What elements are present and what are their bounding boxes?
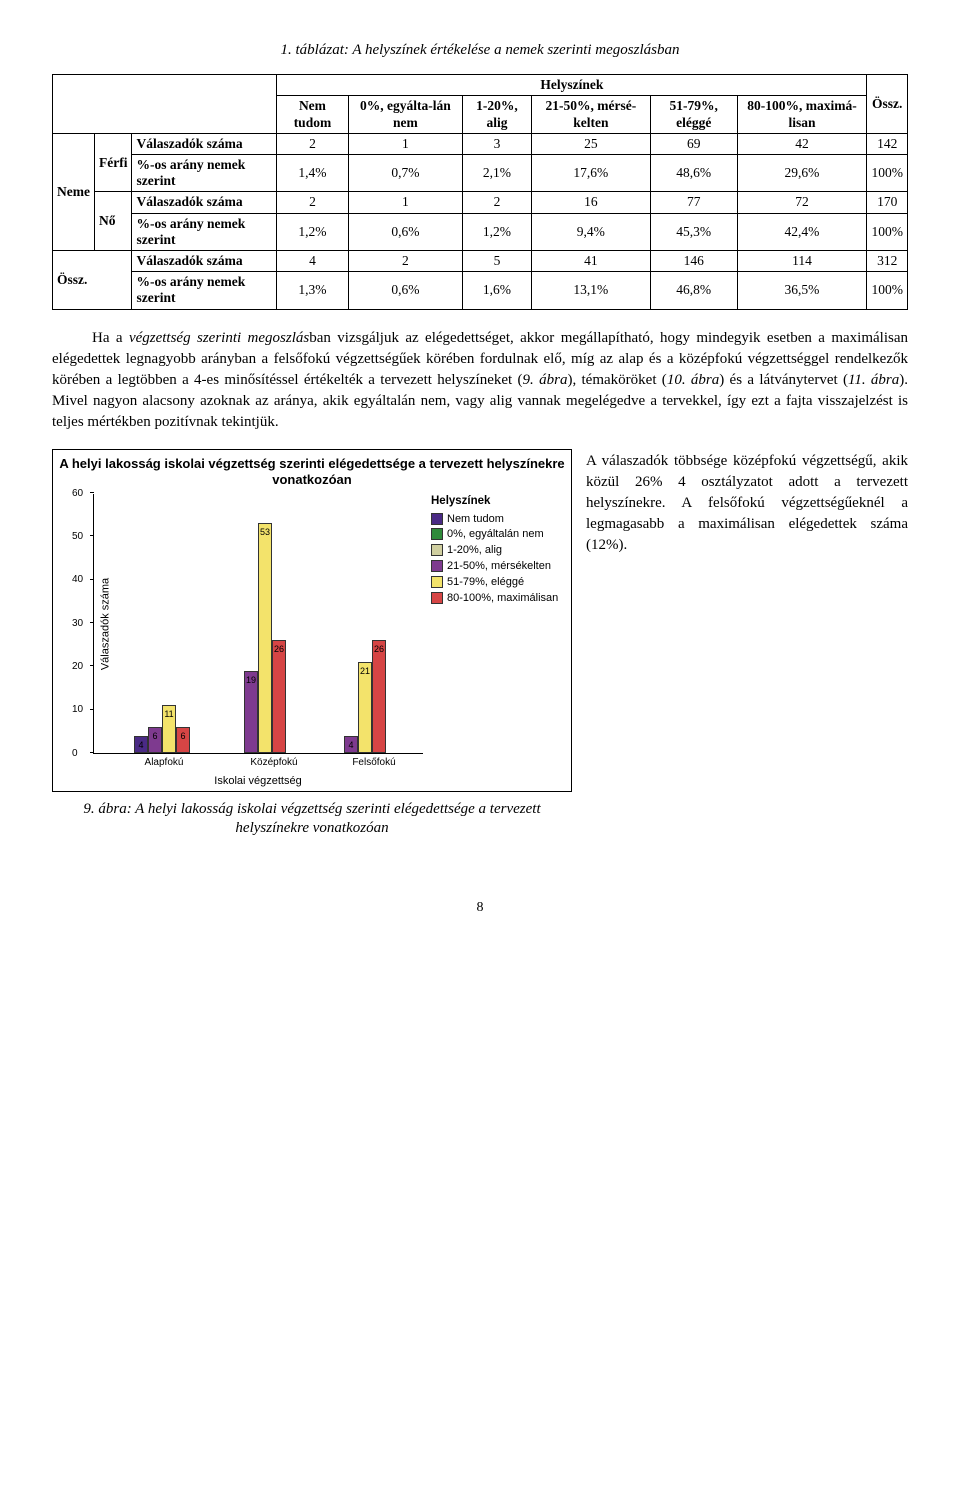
cell: 3 (463, 133, 532, 154)
cell: 1,3% (277, 272, 348, 309)
cell: 2 (348, 250, 463, 271)
chart-legend: Helyszínek Nem tudom0%, egyáltalán nem1-… (431, 494, 558, 789)
left-ferfi: Férfi (94, 133, 131, 192)
chart-title: A helyi lakosság iskolai végzettség szer… (57, 456, 567, 489)
cell: 142 (867, 133, 908, 154)
row-label: Válaszadók száma (132, 192, 277, 213)
col-1: 0%, egyálta-lán nem (348, 96, 463, 133)
legend-item: 21-50%, mérsékelten (431, 559, 558, 574)
col-4: 51-79%, eléggé (650, 96, 737, 133)
chart-plot: Válaszadók száma 010203040506046116Alapf… (93, 494, 423, 754)
legend-title: Helyszínek (431, 494, 558, 510)
cell: 9,4% (531, 213, 650, 250)
cell: 25 (531, 133, 650, 154)
paragraph-1: Ha a végzettség szerinti megoszlásban vi… (52, 328, 908, 433)
cell: 29,6% (737, 155, 867, 192)
cell: 2 (463, 192, 532, 213)
chart-ylabel: Válaszadók száma (99, 577, 114, 669)
figure-caption: 9. ábra: A helyi lakosság iskolai végzet… (52, 800, 572, 839)
row-label: Válaszadók száma (132, 133, 277, 154)
legend-item: 51-79%, eléggé (431, 575, 558, 590)
left-neme: Neme (53, 133, 95, 250)
cell: 16 (531, 192, 650, 213)
legend-item: 1-20%, alig (431, 543, 558, 558)
cell: 1,2% (463, 213, 532, 250)
cell: 1 (348, 192, 463, 213)
page-number: 8 (52, 899, 908, 918)
cell: 1,2% (277, 213, 348, 250)
cell: 77 (650, 192, 737, 213)
legend-item: Nem tudom (431, 512, 558, 527)
cell: 72 (737, 192, 867, 213)
cell: 2 (277, 192, 348, 213)
cell: 100% (867, 155, 908, 192)
cell: 69 (650, 133, 737, 154)
side-paragraph: A válaszadók többsége középfokú végzetts… (586, 449, 908, 556)
legend-item: 0%, egyáltalán nem (431, 527, 558, 542)
cell: 100% (867, 213, 908, 250)
cell: 4 (277, 250, 348, 271)
row-label: %-os arány nemek szerint (132, 155, 277, 192)
col-5: 80-100%, maximá-lisan (737, 96, 867, 133)
col-0: Nem tudom (277, 96, 348, 133)
col-ossz: Össz. (867, 75, 908, 134)
row-label: %-os arány nemek szerint (132, 213, 277, 250)
cell: 36,5% (737, 272, 867, 309)
chart-container: A helyi lakosság iskolai végzettség szer… (52, 449, 572, 792)
cell: 1,4% (277, 155, 348, 192)
cell: 100% (867, 272, 908, 309)
row-label: Válaszadók száma (132, 250, 277, 271)
cell: 114 (737, 250, 867, 271)
cell: 146 (650, 250, 737, 271)
cell: 2,1% (463, 155, 532, 192)
top-header: Helyszínek (277, 75, 867, 96)
left-no: Nő (94, 192, 131, 251)
cell: 48,6% (650, 155, 737, 192)
cell: 170 (867, 192, 908, 213)
left-ossz: Össz. (53, 250, 132, 309)
cell: 0,7% (348, 155, 463, 192)
data-table: Helyszínek Össz. Nem tudom 0%, egyálta-l… (52, 74, 908, 309)
cell: 1 (348, 133, 463, 154)
cell: 13,1% (531, 272, 650, 309)
table-title: 1. táblázat: A helyszínek értékelése a n… (52, 40, 908, 60)
cell: 42,4% (737, 213, 867, 250)
col-2: 1-20%, alig (463, 96, 532, 133)
cell: 5 (463, 250, 532, 271)
cell: 46,8% (650, 272, 737, 309)
col-3: 21-50%, mérsé-kelten (531, 96, 650, 133)
cell: 42 (737, 133, 867, 154)
cell: 1,6% (463, 272, 532, 309)
cell: 45,3% (650, 213, 737, 250)
legend-item: 80-100%, maximálisan (431, 591, 558, 606)
chart-xlabel: Iskolai végzettség (93, 774, 423, 789)
cell: 312 (867, 250, 908, 271)
cell: 0,6% (348, 272, 463, 309)
cell: 17,6% (531, 155, 650, 192)
row-label: %-os arány nemek szerint (132, 272, 277, 309)
cell: 0,6% (348, 213, 463, 250)
cell: 41 (531, 250, 650, 271)
cell: 2 (277, 133, 348, 154)
